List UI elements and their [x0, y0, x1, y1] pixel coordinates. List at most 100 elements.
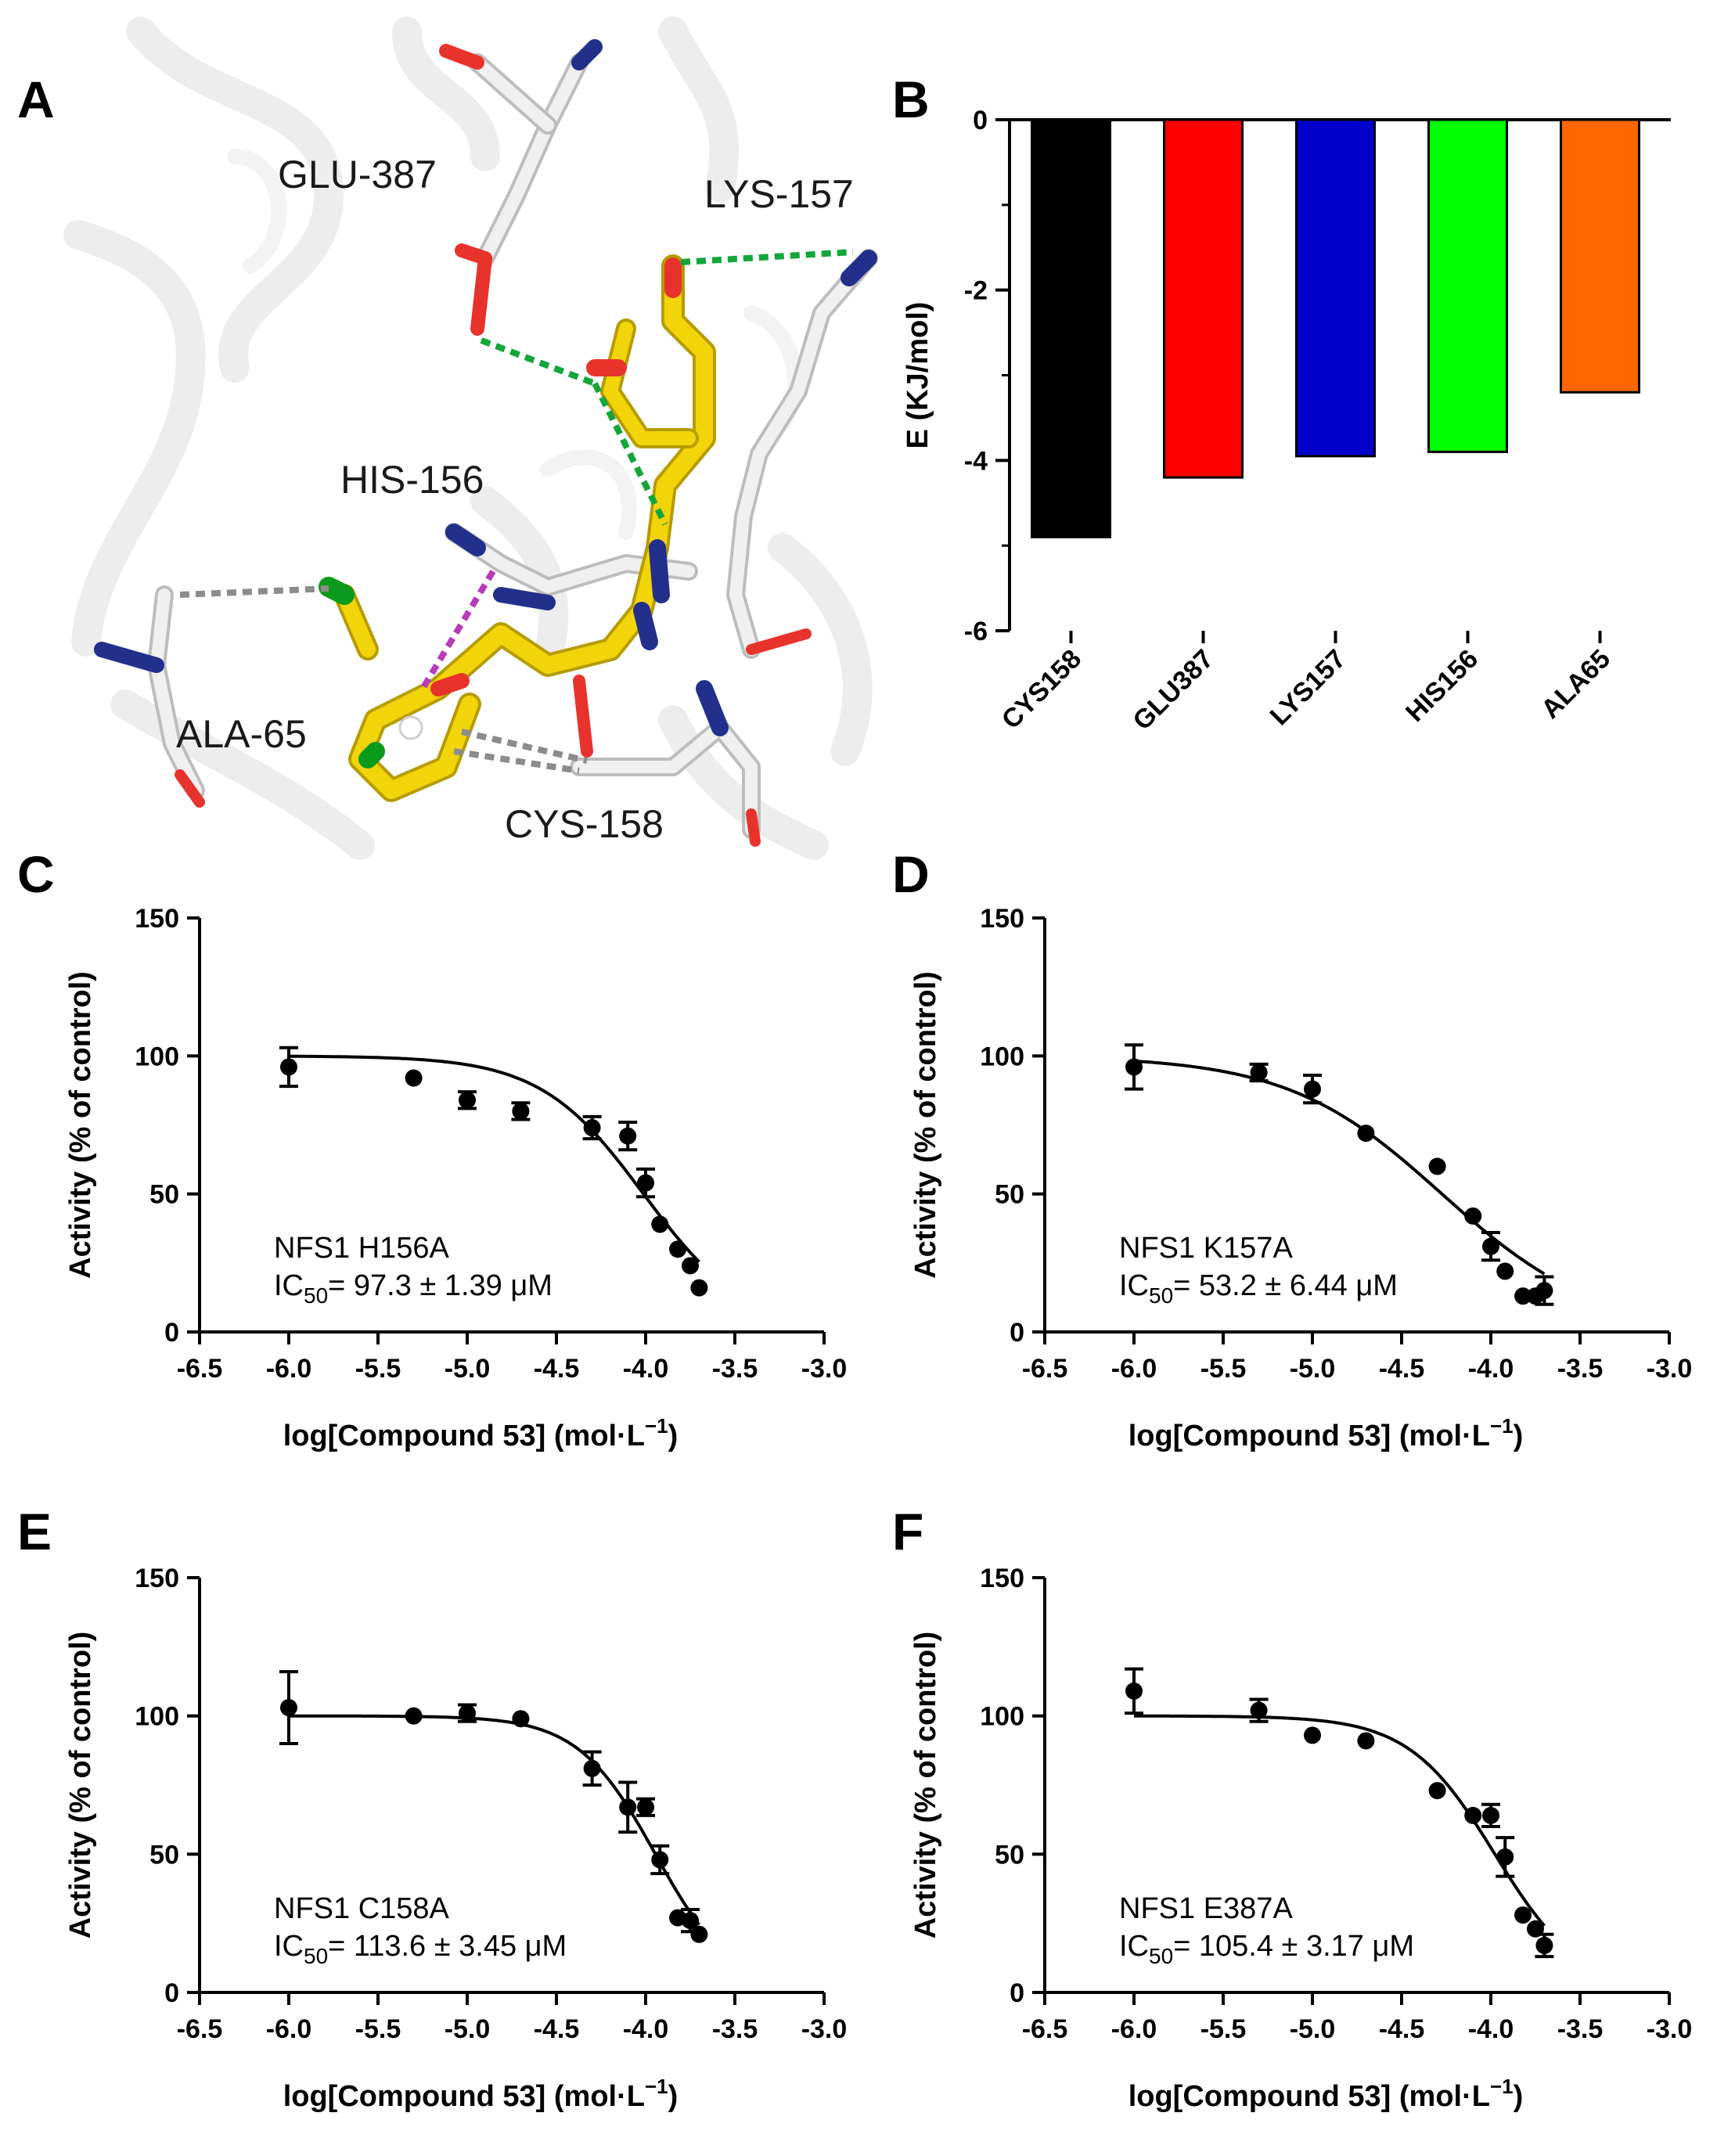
annotation-ic50-ic: IC — [1119, 1269, 1149, 1302]
panel-letter-b: B — [892, 70, 930, 128]
x-tick-label: HIS156 — [1400, 644, 1484, 728]
x-tick-label: -6.5 — [177, 2014, 223, 2044]
data-point — [280, 1699, 297, 1717]
data-point — [1357, 1125, 1375, 1143]
x-tick-label: -3.5 — [712, 2014, 758, 2044]
residue-label-his-156: HIS-156 — [340, 458, 484, 502]
y-tick-label: -4 — [964, 446, 988, 476]
data-point — [669, 1240, 687, 1258]
x-tick-label: -3.0 — [1647, 1354, 1693, 1384]
y-tick-label: -2 — [964, 276, 988, 306]
lys-157-sticks — [726, 249, 878, 659]
annotation-ic50: IC50= 53.2 ± 6.44 μM — [1119, 1269, 1398, 1308]
y-tick-label: 50 — [149, 1840, 179, 1870]
x-tick-label: -5.5 — [355, 1354, 401, 1384]
x-axis-title-end: ) — [1514, 2080, 1524, 2113]
annotation-ic50-value: = 113.6 ± 3.45 μM — [328, 1930, 567, 1963]
x-axis-title-end: ) — [668, 1420, 679, 1452]
x-tick-label: -4.5 — [1379, 2014, 1425, 2044]
x-tick-label: -6.0 — [266, 2014, 312, 2044]
data-point — [1514, 1287, 1532, 1305]
y-tick-label: 150 — [980, 1564, 1024, 1593]
data-point — [1496, 1848, 1514, 1866]
x-tick-label: -5.5 — [1200, 2014, 1247, 2044]
x-tick-label: -5.5 — [1200, 1354, 1247, 1384]
x-tick-label: -3.0 — [801, 1354, 848, 1384]
cys-158-sticks — [570, 680, 761, 847]
data-point — [619, 1127, 637, 1145]
x-tick-label: -4.5 — [534, 2014, 580, 2044]
x-tick-label: -3.0 — [1647, 2014, 1693, 2044]
x-axis-title: log[Compound 53] (mol·L−1) — [1128, 2075, 1524, 2113]
x-tick-label: -5.0 — [1290, 1354, 1336, 1384]
annotation-ic50-ic: IC — [274, 1269, 304, 1302]
annotation-ic50-sub: 50 — [1149, 1944, 1173, 1968]
y-tick-label: 50 — [149, 1180, 179, 1210]
x-axis-title-sup: −1 — [1490, 2075, 1514, 2098]
data-point — [1464, 1806, 1482, 1824]
data-point — [405, 1707, 423, 1725]
y-tick-label: 50 — [995, 1840, 1024, 1870]
structure-image: GLU-387 LYS-157 HIS-156 ALA-65 CYS-158 — [63, 16, 904, 860]
y-axis-title: E (KJ/mol) — [902, 302, 934, 449]
data-point — [1250, 1064, 1268, 1082]
residue-label-ala-65: ALA-65 — [176, 712, 307, 756]
y-tick-label: 100 — [135, 1042, 179, 1071]
protein-ribbon — [63, 16, 873, 860]
annotation-ic50-sub: 50 — [304, 1944, 328, 1968]
x-axis-title-main: log[Compound 53] (mol·L — [283, 1420, 645, 1452]
bar-his156 — [1427, 118, 1508, 453]
x-axis-title-sup: −1 — [645, 2075, 668, 2098]
fit-curve — [1133, 1714, 1546, 1927]
x-tick-label: -3.0 — [801, 2014, 848, 2044]
data-point — [637, 1174, 654, 1192]
data-point — [637, 1798, 654, 1816]
x-tick-label: -6.0 — [1111, 2014, 1157, 2044]
panel-d: D 0 50 100 150 -6.5 -6.0 -5.5 -5.0 -4.5 -4.0 -3.5 -… — [892, 845, 1692, 1452]
y-tick-label: 100 — [980, 1042, 1024, 1071]
x-axis-title: log[Compound 53] (mol·L−1) — [283, 1414, 679, 1452]
y-axis-title: Activity (% of control) — [64, 971, 97, 1279]
data-point — [1464, 1207, 1482, 1225]
residue-label-glu-387: GLU-387 — [278, 153, 437, 196]
bar-cys158 — [1031, 118, 1111, 538]
bar-chart: 0 -2 -4 -6 E (KJ/mol) CYS158 GLU387 LYS157 HIS15… — [902, 106, 1671, 736]
panel-letter-d: D — [892, 845, 930, 903]
x-tick-label: -3.5 — [1557, 2014, 1604, 2044]
data-point — [583, 1759, 601, 1777]
x-tick-label: -5.5 — [355, 2014, 401, 2044]
glu-387-sticks — [439, 39, 603, 336]
data-point — [512, 1710, 530, 1728]
data-point — [459, 1704, 476, 1722]
data-point — [1496, 1262, 1514, 1280]
x-tick-label: -4.5 — [534, 1354, 580, 1384]
residue-label-lys-157: LYS-157 — [704, 172, 854, 216]
data-point — [690, 1279, 708, 1297]
dose-response-chart-e: 0 50 100 150 -6.5 -6.0 -5.5 -5.0 -4.5 -4.0 -3.5 -3.… — [64, 1564, 847, 2113]
data-point — [1304, 1726, 1321, 1744]
bar-lys157 — [1295, 118, 1376, 458]
panel-letter-f: F — [892, 1503, 923, 1560]
annotation-ic50-ic: IC — [274, 1930, 304, 1963]
data-point — [651, 1851, 669, 1869]
annotation-ic50-value: = 97.3 ± 1.39 μM — [328, 1269, 553, 1302]
data-point — [1428, 1782, 1446, 1800]
data-point — [619, 1798, 637, 1816]
x-axis-title: log[Compound 53] (mol·L−1) — [283, 2075, 679, 2113]
x-tick-label: -6.5 — [177, 1354, 223, 1384]
y-tick-label: 0 — [1010, 1978, 1024, 2008]
data-point — [1535, 1282, 1553, 1300]
data-point — [690, 1925, 708, 1943]
x-tick-label: -4.0 — [1468, 2014, 1514, 2044]
data-point — [682, 1257, 699, 1275]
y-tick-label: 0 — [1010, 1318, 1024, 1348]
annotation-construct: NFS1 C158A — [274, 1892, 450, 1925]
data-point — [1357, 1732, 1375, 1750]
data-point — [512, 1102, 530, 1120]
panel-letter-c: C — [17, 845, 55, 903]
x-tick-label: -4.5 — [1379, 1354, 1425, 1384]
y-tick-label: 0 — [973, 106, 988, 135]
x-tick-label: -5.0 — [445, 2014, 491, 2044]
data-point — [405, 1069, 423, 1087]
